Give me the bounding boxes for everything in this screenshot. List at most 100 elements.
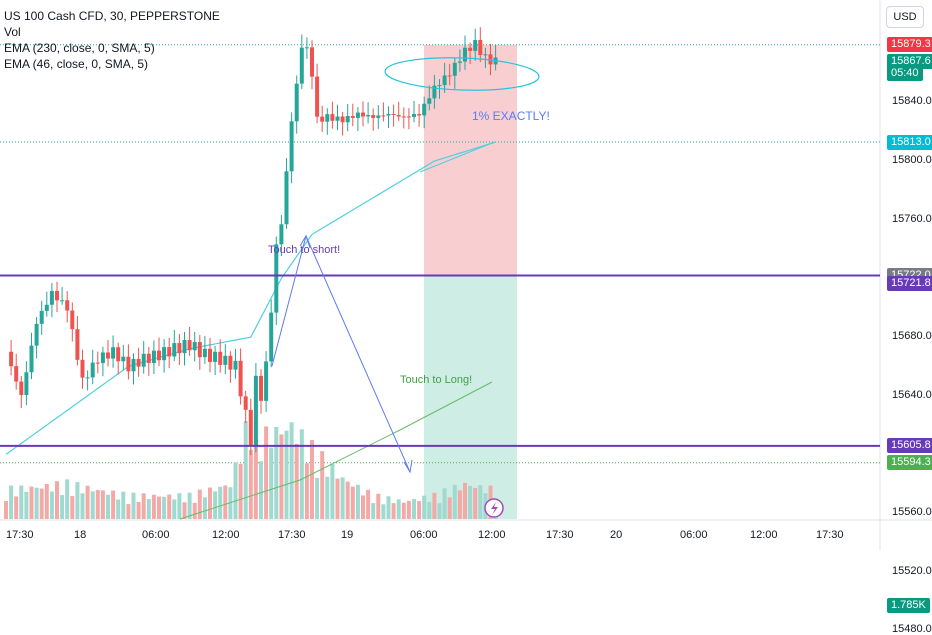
volume-bar — [49, 491, 54, 519]
candle-body — [310, 47, 314, 77]
volume-bar — [299, 429, 304, 519]
candle-body — [202, 348, 207, 358]
candle-body — [432, 85, 437, 99]
candle-body — [49, 290, 54, 305]
volume-bar — [177, 493, 182, 519]
volume-bar — [208, 487, 212, 519]
candle-body — [95, 362, 100, 364]
volume-bar — [65, 479, 70, 519]
volume-bar — [361, 495, 365, 519]
volume-bar — [264, 426, 269, 519]
candle-body — [131, 358, 136, 372]
candle-body — [187, 340, 192, 351]
price-tag: 15721.8 — [887, 276, 932, 292]
candle-body — [228, 355, 233, 370]
candle-body — [34, 323, 39, 346]
candle-body — [371, 114, 376, 118]
annotation-exactly: 1% EXACTLY! — [472, 109, 550, 123]
candle-body — [345, 116, 350, 123]
ema-230-label[interactable]: EMA (230, close, 0, SMA, 5) — [4, 41, 155, 55]
volume-bar — [427, 502, 432, 519]
volume-bar — [192, 502, 197, 519]
x-tick-label: 12:00 — [478, 529, 506, 541]
volume-bar — [75, 482, 80, 519]
volume-bar — [422, 495, 427, 519]
candle-body — [366, 114, 371, 117]
chart-legend: US 100 Cash CFD, 30, PEPPERSTONE Vol EMA… — [4, 8, 220, 72]
candle-body — [146, 353, 151, 363]
vol-indicator-label[interactable]: Vol — [4, 25, 21, 39]
candle-body — [182, 340, 187, 354]
candle-body — [381, 115, 386, 117]
candle-body — [233, 360, 238, 370]
x-tick-label: 06:00 — [410, 529, 438, 541]
volume-bar — [463, 482, 467, 519]
candle-body — [457, 61, 462, 63]
volume-bar — [442, 488, 447, 519]
volume-bar — [335, 478, 340, 519]
volume-bar — [243, 420, 248, 519]
volume-bar — [396, 499, 401, 519]
volume-bar — [70, 496, 75, 519]
volume-bar — [437, 503, 442, 519]
candle-body — [172, 343, 177, 357]
candle-body — [106, 352, 110, 359]
x-tick-label: 12:00 — [212, 529, 240, 541]
symbol-title[interactable]: US 100 Cash CFD, 30, PEPPERSTONE — [4, 9, 220, 23]
candle-body — [60, 300, 65, 302]
volume-bar — [468, 485, 473, 519]
volume-bar — [381, 504, 386, 519]
candle-body — [304, 47, 309, 49]
volume-bar — [406, 500, 411, 519]
candle-body — [80, 359, 85, 378]
volume-bar — [131, 492, 136, 519]
candle-body — [136, 358, 141, 367]
candle-body — [437, 85, 442, 87]
candle-body — [19, 381, 24, 396]
volume-bar — [100, 490, 105, 519]
candle-body — [44, 304, 49, 311]
volume-bar — [259, 461, 263, 519]
x-tick-label: 18 — [74, 529, 87, 541]
candle-body — [284, 171, 289, 225]
volume-bar — [85, 485, 90, 519]
y-tick-label: 15640.0 — [892, 388, 932, 401]
volume-bar — [44, 483, 49, 519]
y-tick-label: 15800.0 — [892, 154, 932, 167]
y-tick-label: 15480.0 — [892, 623, 932, 635]
ema-230-line — [5, 141, 496, 455]
volume-bar — [197, 489, 202, 519]
volume-bar — [391, 503, 396, 519]
candle-body — [192, 341, 197, 351]
candle-body — [162, 347, 167, 361]
candle-body — [90, 362, 95, 378]
candle-body — [29, 345, 34, 373]
candle-body — [361, 112, 365, 117]
x-tick-label: 19 — [341, 529, 354, 541]
price-tag: 15605.8 — [887, 438, 932, 454]
currency-button[interactable]: USD — [886, 6, 924, 28]
candle-body — [412, 114, 416, 117]
candle-body — [299, 47, 304, 84]
volume-bar — [218, 486, 223, 519]
price-chart[interactable] — [0, 0, 932, 550]
candle-body — [386, 114, 391, 116]
candle-body — [463, 47, 467, 62]
volume-bar — [4, 501, 8, 519]
candle-body — [126, 356, 131, 372]
candle-body — [355, 112, 360, 118]
volume-bar — [19, 485, 24, 519]
ema-46-label[interactable]: EMA (46, close, 0, SMA, 5) — [4, 57, 149, 71]
candle-body — [391, 114, 396, 116]
volume-bar — [253, 413, 258, 519]
candle-body — [213, 351, 218, 362]
volume-bar — [14, 496, 19, 519]
candle-body — [442, 75, 447, 86]
volume-bar — [106, 494, 110, 519]
volume-bar — [24, 491, 29, 519]
x-tick-label: 17:30 — [546, 529, 574, 541]
candle-body — [274, 244, 279, 313]
volume-bar — [325, 476, 330, 519]
volume-bar — [248, 449, 253, 519]
candle-body — [14, 366, 19, 382]
